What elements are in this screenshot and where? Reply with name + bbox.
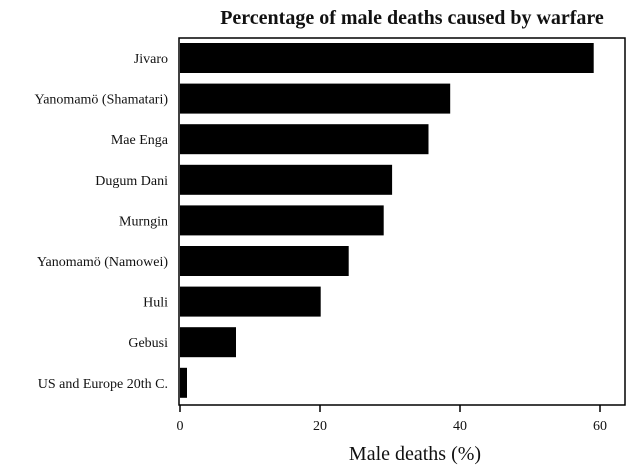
category-label: US and Europe 20th C. [38, 377, 168, 392]
category-label: Mae Enga [111, 133, 169, 148]
category-label: Murngin [119, 214, 168, 229]
bar-1 [180, 83, 451, 114]
category-label: Dugum Dani [95, 174, 168, 189]
bar-8 [180, 367, 187, 398]
category-label: Gebusi [128, 336, 168, 351]
bar-5 [180, 246, 349, 276]
bar-7 [180, 327, 236, 358]
x-axis-label: Male deaths (%) [349, 443, 481, 465]
x-tick-label: 0 [177, 419, 184, 434]
category-label: Yanomamö (Shamatari) [35, 93, 169, 108]
plot-frame [178, 37, 626, 406]
bar-6 [180, 286, 321, 317]
category-label: Jivaro [134, 52, 168, 67]
x-tick-label: 60 [593, 419, 607, 434]
category-label: Huli [143, 296, 168, 311]
x-tick-label: 20 [313, 419, 327, 434]
x-tick-label: 40 [453, 419, 467, 434]
bar-4 [180, 205, 384, 236]
bar-0 [180, 43, 594, 73]
category-label: Yanomamö (Namowei) [37, 255, 169, 270]
bar-3 [180, 164, 393, 195]
bar-2 [180, 124, 429, 155]
chart-title: Percentage of male deaths caused by warf… [220, 7, 604, 29]
